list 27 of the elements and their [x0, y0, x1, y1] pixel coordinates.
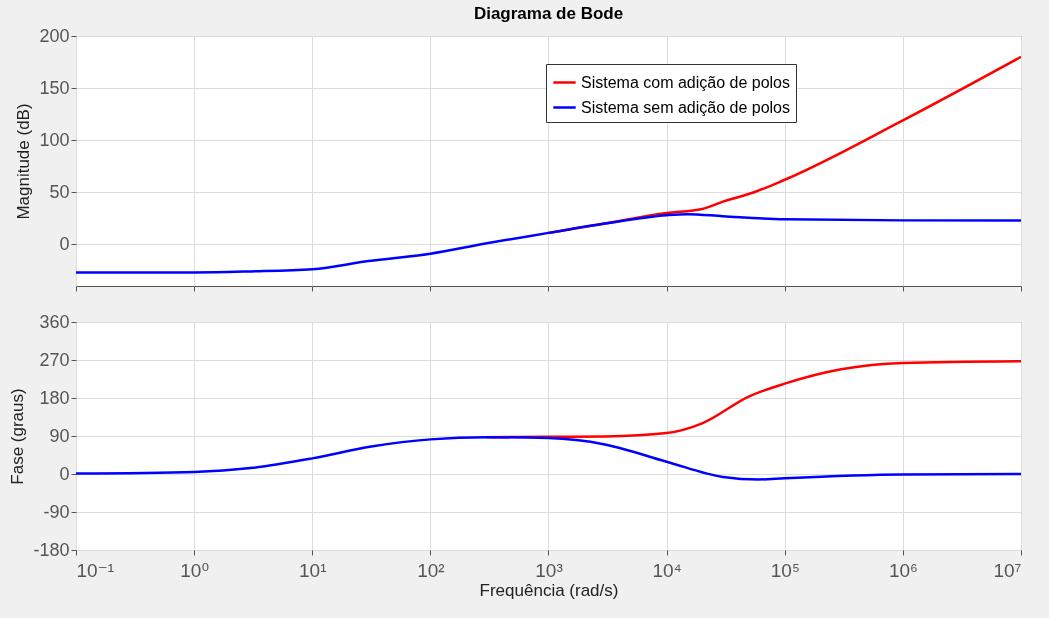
x-tick-label: 10⁴: [652, 559, 682, 581]
y-tick-label: 90: [49, 425, 70, 446]
x-tick-label: 10⁻¹: [76, 559, 114, 581]
y-tick-label: 0: [59, 233, 70, 254]
legend-label: Sistema sem adição de polos: [581, 98, 790, 116]
x-tick-label: 10¹: [299, 559, 327, 581]
x-tick-label: 10⁷: [993, 559, 1022, 581]
x-tick-label: 10⁰: [180, 559, 210, 581]
y-axis-title: Fase (graus): [8, 388, 28, 485]
y-axis-title: Magnitude (dB): [14, 103, 34, 220]
y-tick-label: 180: [39, 387, 70, 408]
y-tick-label: 0: [59, 463, 70, 484]
x-tick-label: 10³: [535, 559, 563, 581]
y-tick-label: 270: [39, 349, 70, 370]
legend-label: Sistema com adição de polos: [581, 73, 790, 91]
x-axis-title: Frequência (rad/s): [479, 580, 619, 600]
y-tick-label: 100: [39, 129, 70, 150]
x-tick-label: 10²: [417, 559, 445, 581]
x-tick-label: 10⁶: [888, 559, 918, 581]
y-tick-label: -90: [43, 501, 70, 522]
chart-title: Diagrama de Bode: [473, 4, 624, 23]
y-tick-label: 360: [39, 311, 70, 332]
y-tick-label: 150: [39, 77, 70, 98]
y-tick-label: 200: [39, 25, 70, 46]
y-tick-label: -180: [33, 539, 70, 560]
x-tick-label: 10⁵: [770, 559, 800, 581]
y-tick-label: 50: [49, 181, 70, 202]
